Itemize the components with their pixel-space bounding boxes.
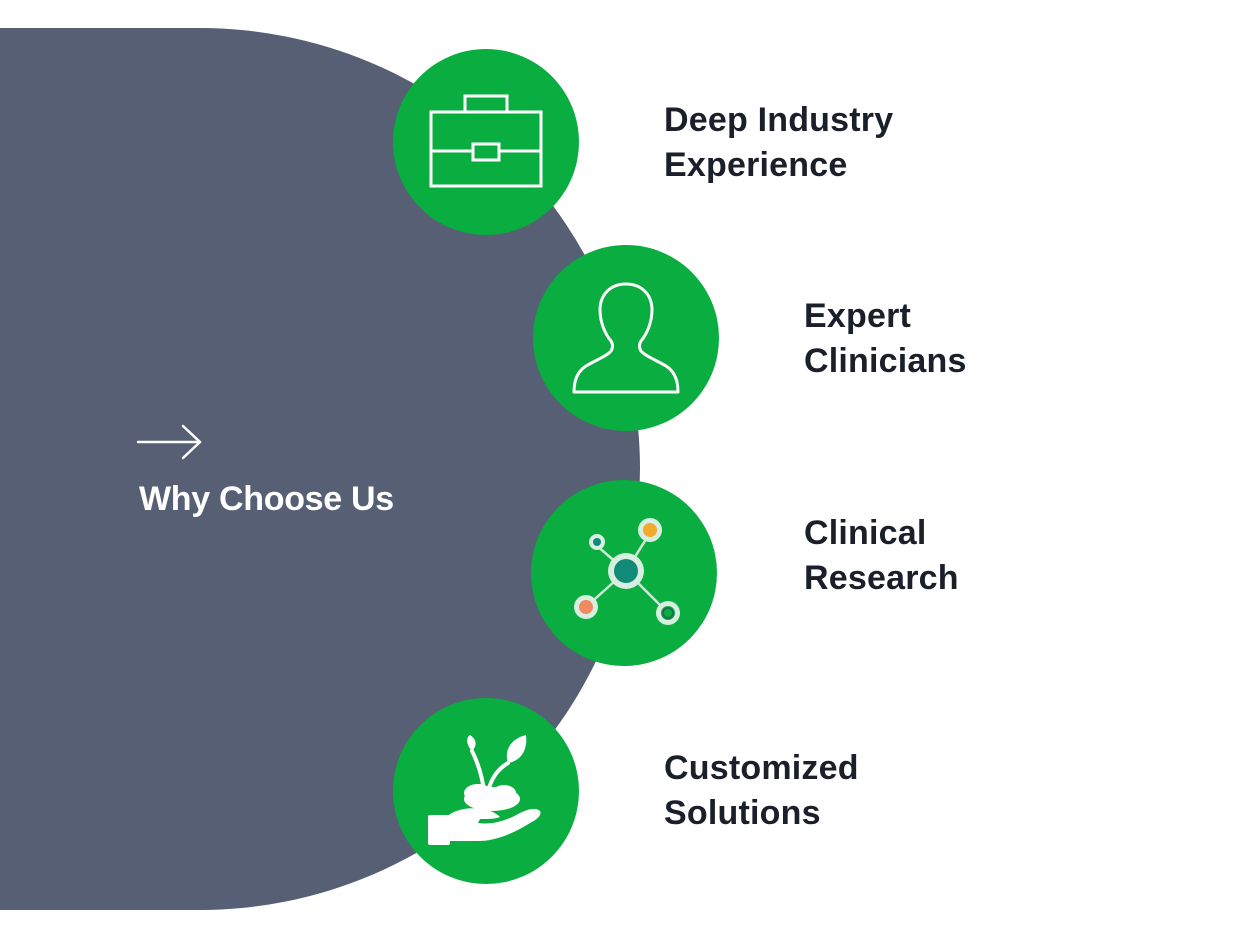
molecule-network-icon (574, 518, 680, 625)
feature-badge-experience (393, 49, 579, 235)
feature-label-experience: Deep Industry Experience (664, 101, 894, 184)
feature-label-solutions: Customized Solutions (664, 749, 859, 832)
arrow-right-icon (136, 424, 202, 460)
feature-badge-research (531, 480, 717, 666)
feature-label-research: Clinical Research (804, 514, 959, 597)
person-icon (572, 282, 680, 394)
section-title: Why Choose Us (139, 480, 394, 518)
feature-label-clinicians: Expert Clinicians (804, 297, 967, 380)
hand-with-plant-icon (428, 735, 541, 845)
feature-badge-clinicians (533, 245, 719, 431)
feature-badge-solutions (393, 698, 579, 884)
briefcase-icon (429, 94, 543, 188)
